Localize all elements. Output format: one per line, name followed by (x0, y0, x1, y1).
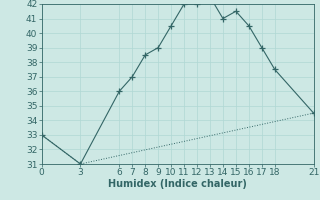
X-axis label: Humidex (Indice chaleur): Humidex (Indice chaleur) (108, 179, 247, 189)
